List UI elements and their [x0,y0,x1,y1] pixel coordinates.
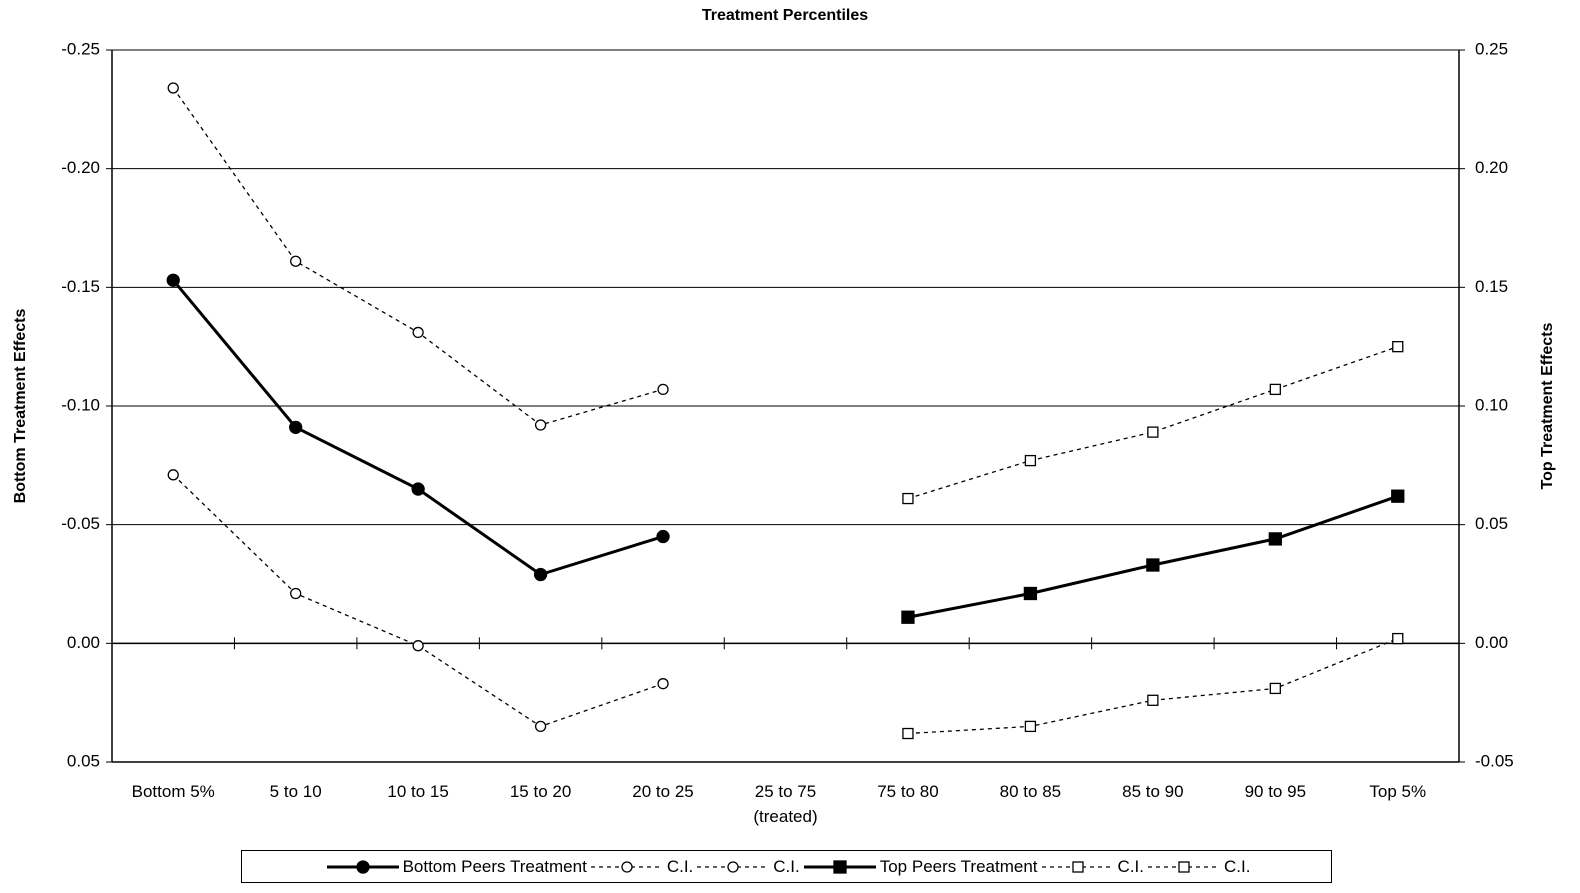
marker [1269,682,1281,695]
y2-tick-label: 0.15 [1475,277,1508,296]
x-tick-label: 10 to 15 [387,782,449,801]
marker [1024,720,1037,733]
legend: Bottom Peers Treatment C.I. C.I. Top Peers … [241,850,1332,883]
marker [1147,426,1159,438]
marker [1269,383,1281,396]
y2-tick-label: 0.05 [1475,514,1508,533]
series-line [172,474,664,728]
legend-swatch [803,859,876,874]
legend-swatch [1147,860,1220,873]
marker [1391,489,1405,503]
y-tick-label: -0.05 [61,514,100,533]
legend-item: C.I. [1038,857,1144,877]
legend-label: C.I. [773,856,800,876]
y-tick-label: 0.00 [67,633,100,652]
y-tick-label: -0.10 [61,395,100,414]
series-line [172,279,664,577]
series-line [907,346,1398,500]
x-tick-label: 85 to 90 [1122,782,1184,801]
series-line [172,87,664,426]
legend-label: Top Peers Treatment [879,856,1038,876]
marker [289,420,303,435]
marker [1392,632,1404,645]
marker [902,492,914,505]
x-tick-label: 75 to 80 [877,782,939,801]
y2-tick-label: -0.05 [1475,751,1514,770]
marker [1071,860,1084,873]
y-axis-label: Bottom Treatment Effects [12,309,29,504]
y2-tick-label: 0.00 [1475,633,1508,652]
marker [656,529,670,544]
marker [411,482,425,496]
y2-tick-label: 0.20 [1475,158,1508,177]
chart-title: Treatment Percentiles [702,7,868,24]
marker [727,860,739,873]
x-tick-label: 15 to 20 [509,782,572,801]
marker [902,727,914,740]
marker [412,326,424,339]
y2-tick-label: 0.25 [1475,39,1508,58]
marker [1268,532,1282,546]
marker [1392,341,1404,353]
marker [355,859,370,874]
x-tick-label: 5 to 10 [269,782,322,801]
legend-item: C.I. [1144,857,1250,877]
legend-swatch [697,860,770,873]
marker [166,273,180,287]
marker [534,720,547,733]
x-tick-label: 90 to 95 [1244,782,1307,801]
legend-item: Top Peers Treatment [800,857,1038,877]
marker [657,678,669,690]
legend-item: C.I. [693,856,800,877]
marker [412,640,424,652]
legend-label: Bottom Peers Treatment [402,856,587,876]
marker [1023,586,1038,601]
legend-swatch [590,860,663,873]
legend-swatch [1041,860,1114,873]
marker [833,859,847,874]
series-line [907,637,1399,735]
legend-label: C.I. [1117,856,1144,876]
x-tick-label: 80 to 85 [999,782,1062,801]
legend-swatch [326,859,399,874]
y-tick-label: -0.20 [61,158,100,177]
y-tick-label: -0.15 [61,277,100,296]
x-tick-label: 20 to 25 [632,782,694,801]
marker [290,587,302,600]
marker [534,419,547,431]
marker [167,469,179,481]
x-tick-label: 25 to 75 (treated) [753,782,818,826]
legend-item: C.I. [587,857,693,877]
marker [167,82,179,94]
marker [621,860,633,873]
y-tick-label: 0.05 [67,751,100,770]
marker [1146,558,1160,572]
x-tick-label: Top 5% [1369,782,1427,801]
marker [1024,454,1037,467]
marker [290,255,302,267]
marker [657,383,669,396]
y-tick-label: -0.25 [61,39,100,58]
x-tick-label: Bottom 5% [131,782,215,801]
legend-label: C.I. [1223,856,1251,876]
legend-item: Bottom Peers Treatment [323,857,587,877]
marker [901,610,915,624]
marker [533,567,548,582]
legend-label: C.I. [666,856,694,876]
marker [1178,860,1190,873]
marker [1147,694,1159,706]
series-line [907,494,1399,619]
y2-axis-label: Top Treatment Effects [1539,322,1556,489]
y2-tick-label: 0.10 [1475,395,1508,414]
